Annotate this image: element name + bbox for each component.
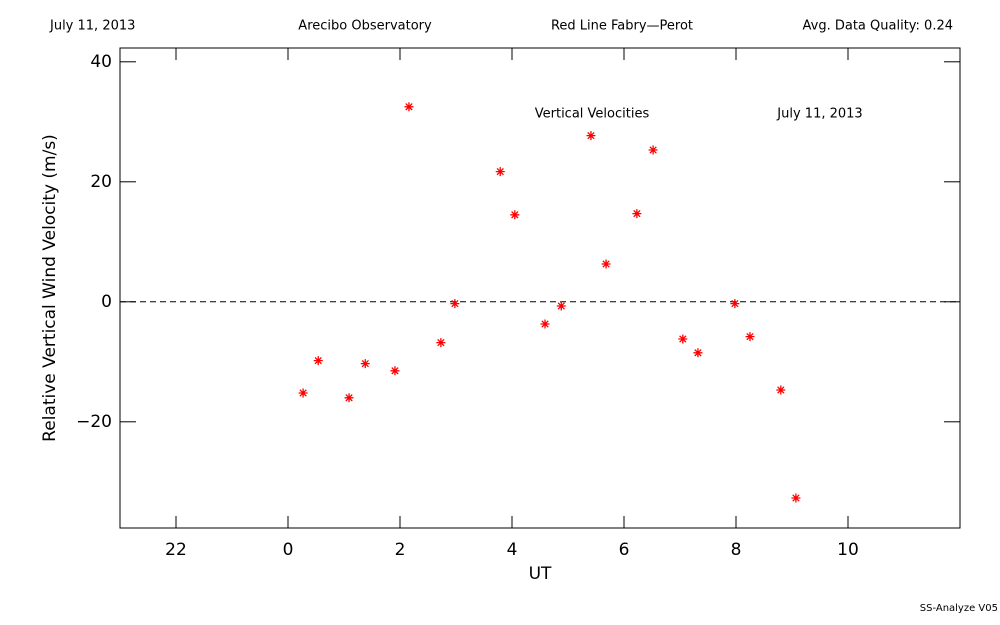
- annotation: Vertical Velocities: [535, 107, 650, 122]
- data-point: [601, 259, 611, 269]
- header-date: July 11, 2013: [49, 19, 135, 34]
- data-point: [745, 332, 755, 342]
- x-tick-label: 4: [507, 540, 518, 560]
- x-tick-label: 10: [837, 540, 859, 560]
- y-tick-label: −20: [76, 412, 112, 432]
- data-point: [404, 102, 414, 112]
- footer: SS-Analyze V05: [920, 603, 998, 614]
- x-tick-label: 22: [165, 540, 187, 560]
- data-point: [556, 301, 566, 311]
- data-point: [648, 145, 658, 155]
- y-tick-label: 20: [90, 172, 112, 192]
- data-point: [360, 359, 370, 369]
- y-axis-label: Relative Vertical Wind Velocity (m/s): [40, 134, 60, 442]
- data-point: [791, 493, 801, 503]
- data-point: [298, 388, 308, 398]
- plot-frame: [119, 47, 961, 529]
- header-site: Arecibo Observatory: [298, 19, 432, 34]
- data-point: [450, 299, 460, 309]
- x-tick-label: 2: [395, 540, 406, 560]
- data-point: [776, 385, 786, 395]
- annotation: July 11, 2013: [776, 107, 862, 122]
- data-point: [632, 209, 642, 219]
- y-tick-label: 0: [101, 292, 112, 312]
- y-tick-label: 40: [90, 52, 112, 72]
- data-point: [586, 131, 596, 141]
- x-tick-label: 6: [619, 540, 630, 560]
- data-point: [344, 393, 354, 403]
- data-point: [730, 299, 740, 309]
- data-point: [313, 356, 323, 366]
- data-point: [540, 319, 550, 329]
- data-point: [510, 210, 520, 220]
- x-tick-label: 0: [283, 540, 294, 560]
- data-point: [495, 167, 505, 177]
- data-point: [678, 334, 688, 344]
- data-point: [436, 338, 446, 348]
- x-axis-label: UT: [529, 564, 552, 584]
- x-tick-label: 8: [731, 540, 742, 560]
- header-quality: Avg. Data Quality: 0.24: [803, 19, 953, 34]
- header-instrument: Red Line Fabry—Perot: [551, 19, 693, 34]
- data-point: [693, 348, 703, 358]
- data-point: [390, 366, 400, 376]
